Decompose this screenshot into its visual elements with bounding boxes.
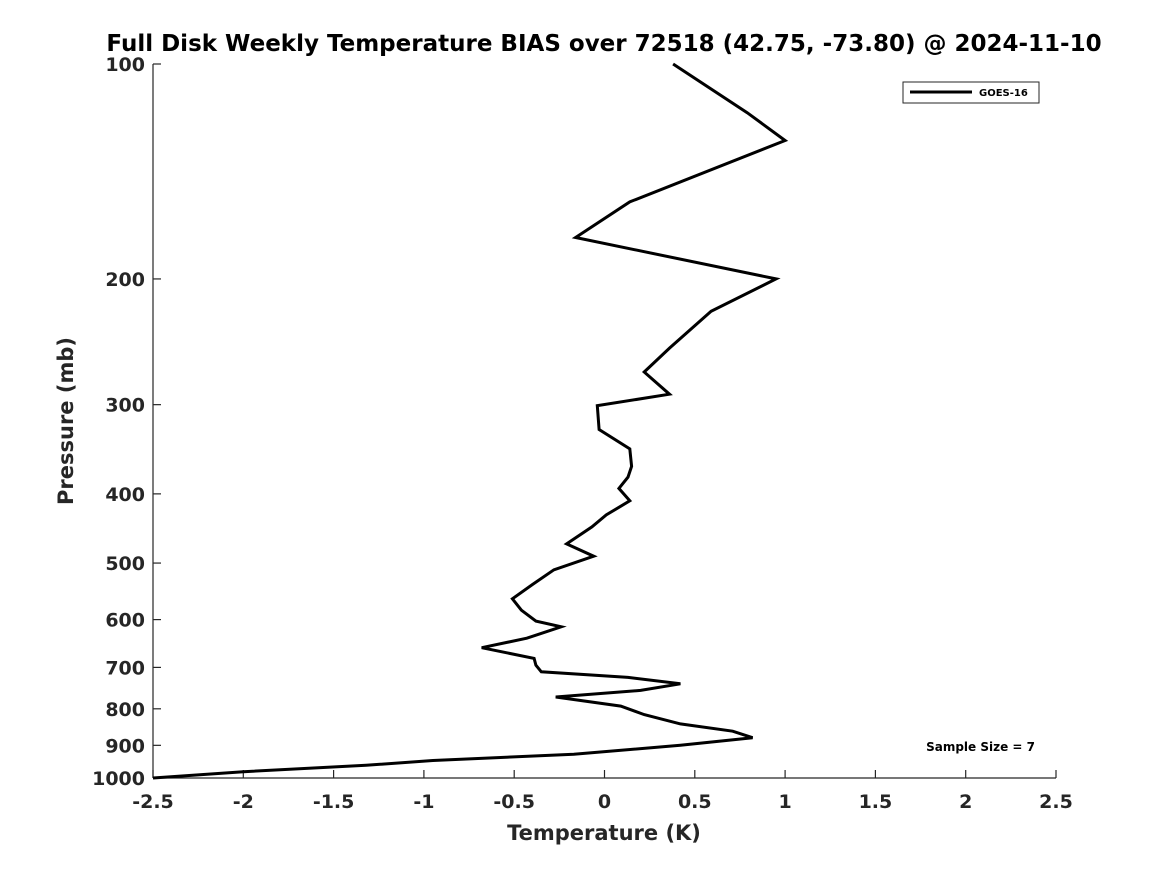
x-tick-label: 1 [778,791,791,813]
series-layer [152,62,789,780]
y-tick-label: 400 [105,484,145,506]
x-tick-label: 2.5 [1039,791,1073,813]
y-tick-label: 100 [105,54,145,76]
x-tick-label: -0.5 [493,791,535,813]
y-tick-label: 800 [105,699,145,721]
chart-title: Full Disk Weekly Temperature BIAS over 7… [106,31,1101,57]
y-tick-label: 700 [105,657,145,679]
sample-size-annotation: Sample Size = 7 [926,740,1035,754]
x-axis-label: Temperature (K) [507,821,701,845]
x-tick-label: -2 [233,791,254,813]
x-tick-label: 2 [959,791,972,813]
x-tick-label: 0 [598,791,611,813]
y-tick-label: 200 [105,269,145,291]
x-tick-label: 0.5 [678,791,712,813]
y-tick-label: 1000 [92,768,145,790]
y-tick-label: 900 [105,735,145,757]
legend-entry-goes-16: GOES-16 [979,88,1028,99]
x-tick-label: -1.5 [313,791,355,813]
y-tick-label: 600 [105,610,145,632]
x-tick-label: -2.5 [132,791,174,813]
legend: GOES-16 [902,81,1040,104]
y-tick-label: 300 [105,395,145,417]
series-line-goes-16 [152,62,789,780]
x-tick-label: 1.5 [859,791,893,813]
y-axis-label: Pressure (mb) [54,337,78,505]
x-axis-ticks: -2.5 -2 -1.5 -1 -0.5 0 0.5 1 1.5 2 2.5 [132,770,1073,813]
x-tick-label: -1 [413,791,434,813]
y-tick-label: 500 [105,553,145,575]
y-axis-ticks: 100 200 300 400 500 600 700 800 900 1000 [92,54,161,790]
